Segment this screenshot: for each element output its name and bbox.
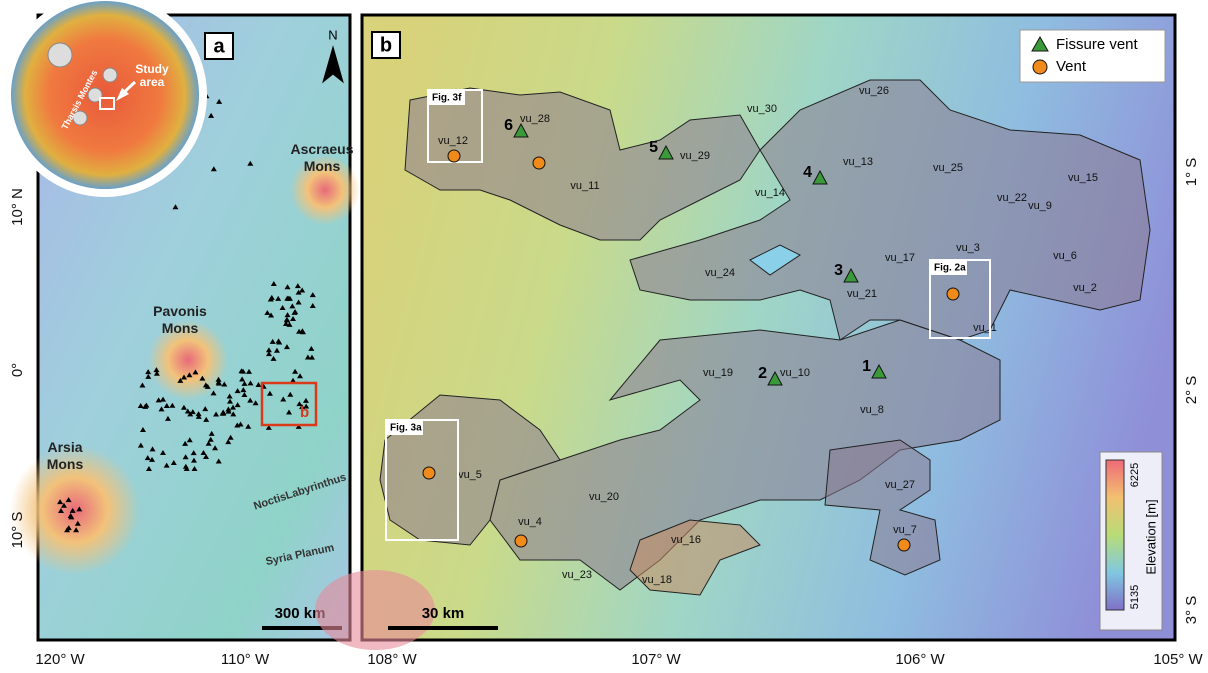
fissure-vent-number: 6 <box>504 117 513 134</box>
unit-label: vu_7 <box>893 524 917 536</box>
unit-label: vu_22 <box>997 192 1027 204</box>
figure-label: Fig. 3a <box>390 423 422 434</box>
north-label: N <box>328 27 337 42</box>
inset-label: Studyarea <box>135 62 169 89</box>
unit-label: vu_3 <box>956 242 980 254</box>
unit-label: vu_30 <box>747 103 777 115</box>
unit-label: vu_21 <box>847 288 877 300</box>
unit-label: vu_23 <box>562 569 592 581</box>
colorbar-max: 6225 <box>1129 463 1141 487</box>
lon-label: 108° W <box>367 651 417 668</box>
panel-b: vu_1 vu_2 vu_3 vu_4 vu_5 vu_6 vu_7 vu_8 vu_9 vu_1… <box>315 15 1204 668</box>
unit-label: vu_19 <box>703 367 733 379</box>
unit-label: vu_9 <box>1028 200 1052 212</box>
unit-label: vu_10 <box>780 367 810 379</box>
inset-volcano <box>48 43 72 67</box>
panel-label: b <box>380 34 392 56</box>
unit-label: vu_17 <box>885 252 915 264</box>
unit-label: vu_28 <box>520 113 550 125</box>
legend-label: Vent <box>1056 58 1087 75</box>
lat-label: 10° N <box>9 188 26 226</box>
figure-label: Fig. 2a <box>934 263 966 274</box>
fissure-vent-number: 1 <box>862 358 871 375</box>
unit-label: vu_4 <box>518 516 542 528</box>
panel-a: b AscraeusMons PavonisMons ArsiaMons Noc… <box>3 0 360 668</box>
vent <box>515 535 527 547</box>
lon-label: 106° W <box>895 651 945 668</box>
legend-vent-symbol <box>1033 60 1047 74</box>
vent <box>898 539 910 551</box>
lat-label: 3° S <box>1183 596 1200 625</box>
unit-label: vu_12 <box>438 135 468 147</box>
fissure-vent-number: 4 <box>803 164 812 181</box>
colorbar-min: 5135 <box>1129 585 1141 609</box>
unit-label: vu_27 <box>885 479 915 491</box>
box-label: b <box>300 404 309 421</box>
vent <box>423 467 435 479</box>
vent <box>947 288 959 300</box>
fissure-vent-number: 5 <box>649 139 658 156</box>
lon-label: 120° W <box>35 651 85 668</box>
figure: b AscraeusMons PavonisMons ArsiaMons Noc… <box>0 0 1208 673</box>
unit-label: vu_14 <box>755 187 785 199</box>
lat-label: 10° S <box>9 512 26 549</box>
lat-label: 2° S <box>1183 376 1200 405</box>
unit-label: vu_2 <box>1073 282 1097 294</box>
unit-label: vu_24 <box>705 267 735 279</box>
legend-label: Fissure vent <box>1056 36 1139 53</box>
unit-label: vu_18 <box>642 574 672 586</box>
lat-label: 0° <box>9 363 26 377</box>
scale-label: 30 km <box>422 605 465 622</box>
inset-volcano <box>103 68 117 82</box>
unit-label: vu_29 <box>680 150 710 162</box>
unit-label: vu_26 <box>859 85 889 97</box>
unit-label: vu_13 <box>843 156 873 168</box>
unit-label: vu_20 <box>589 491 619 503</box>
unit-label: vu_8 <box>860 404 884 416</box>
unit-label: vu_11 <box>570 180 599 192</box>
colorbar <box>1106 460 1124 610</box>
fissure-vent-number: 2 <box>758 365 767 382</box>
panel-label: a <box>213 35 225 57</box>
lon-label: 110° W <box>221 651 270 668</box>
unit-label: vu_16 <box>671 534 701 546</box>
colorbar-title: Elevation [m] <box>1143 499 1158 574</box>
relief <box>315 570 435 650</box>
unit-label: vu_1 <box>973 322 997 334</box>
unit-label: vu_15 <box>1068 172 1098 184</box>
place-label: ArsiaMons <box>47 439 84 472</box>
figure-label: Fig. 3f <box>432 93 462 104</box>
vent <box>533 157 545 169</box>
unit-label: vu_6 <box>1053 250 1077 262</box>
vent <box>448 150 460 162</box>
unit-label: vu_25 <box>933 162 963 174</box>
lon-label: 107° W <box>631 651 681 668</box>
fissure-vent-number: 3 <box>834 262 843 279</box>
inset-globe <box>11 1 199 189</box>
unit-label: vu_5 <box>458 469 482 481</box>
lat-label: 1° S <box>1183 158 1200 187</box>
lon-label: 105° W <box>1153 651 1203 668</box>
